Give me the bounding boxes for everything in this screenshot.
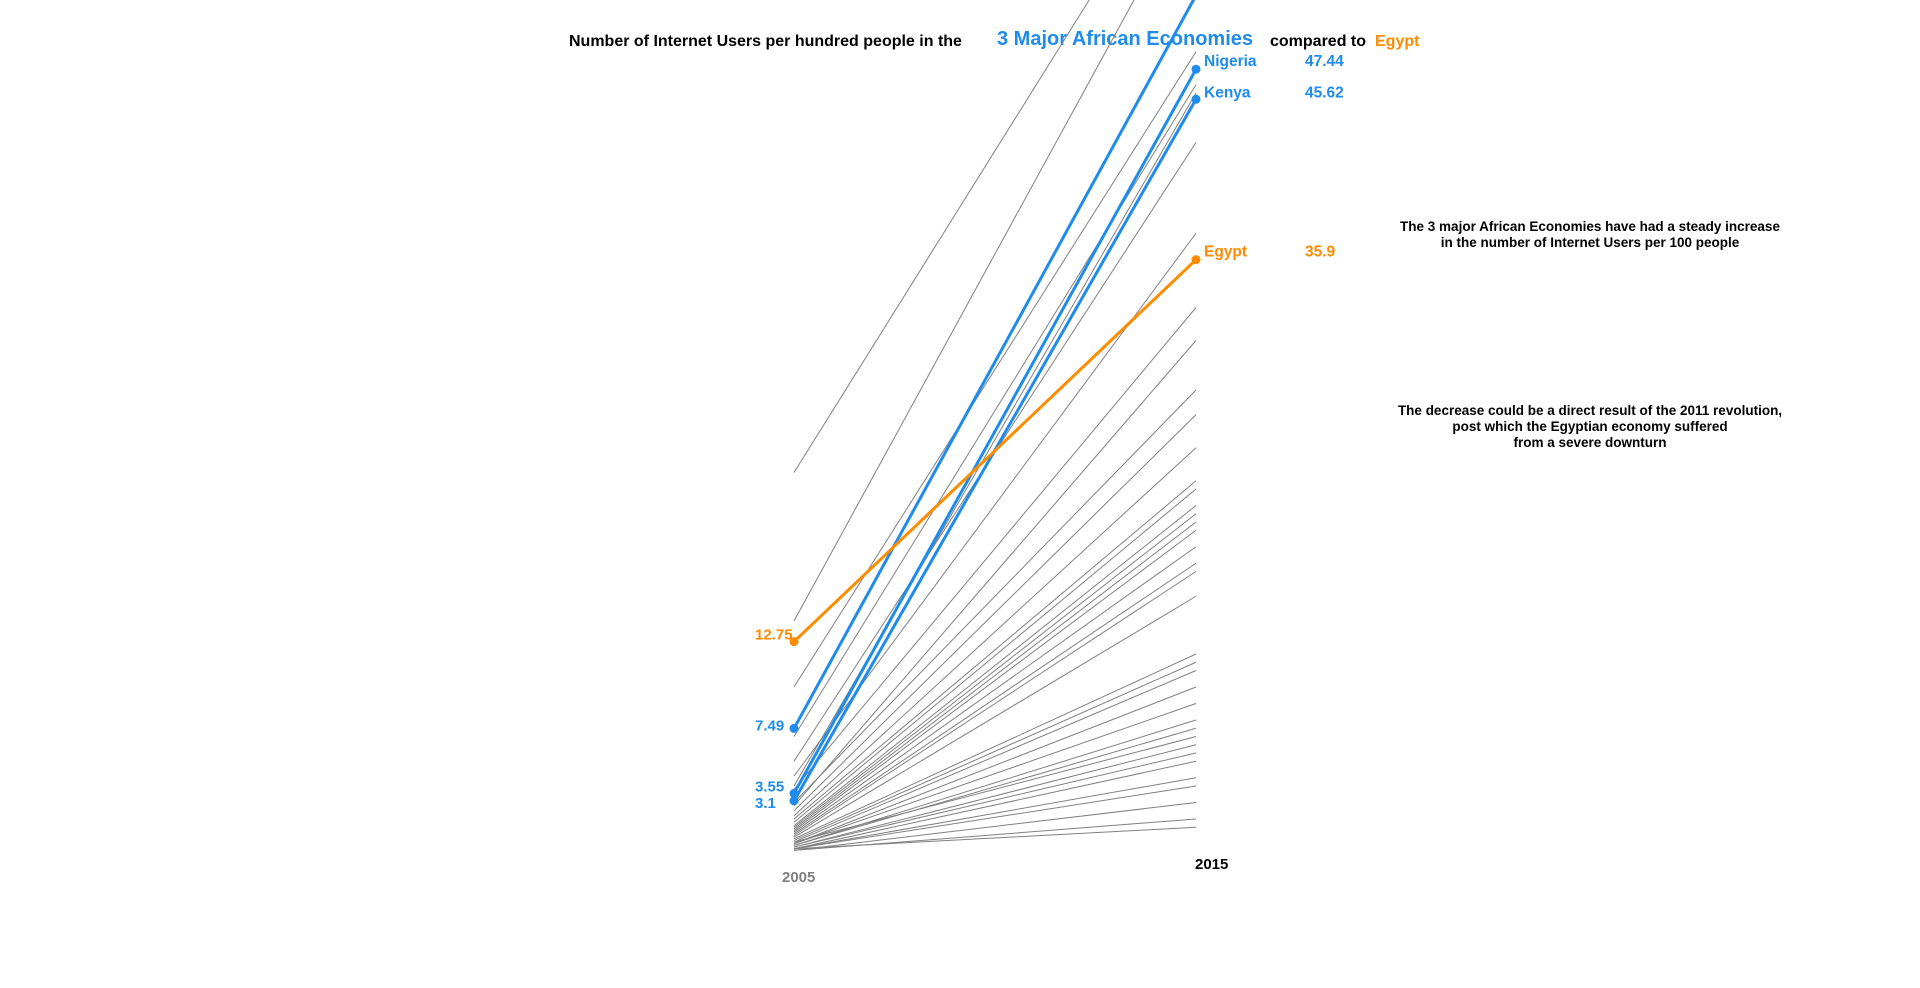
background-series-line — [793, 661, 1197, 841]
background-series-line — [793, 307, 1197, 790]
background-series-line — [793, 826, 1197, 850]
south-africa-line — [792, 0, 1196, 730]
background-series-line — [793, 529, 1197, 831]
background-series-line — [793, 414, 1197, 812]
background-series-line — [793, 595, 1197, 838]
egypt-end-point — [1191, 255, 1201, 265]
egypt-start-point — [789, 637, 799, 647]
background-series-line — [793, 752, 1197, 848]
kenya-end-point — [1191, 94, 1201, 104]
annotation-africa-line-1: The 3 major African Economies have had a… — [1400, 219, 1780, 234]
kenya-end-value-label: 45.62 — [1305, 84, 1344, 101]
background-series-line — [793, 84, 1197, 737]
nigeria-name-label: Nigeria — [1204, 53, 1257, 70]
title-part-3: compared to — [1270, 33, 1366, 50]
kenya-name-label: Kenya — [1204, 84, 1251, 101]
nigeria-line — [792, 68, 1198, 795]
background-series-line — [793, 744, 1197, 848]
background-series-line — [793, 505, 1197, 826]
background-series-line — [793, 653, 1197, 840]
background-series-line — [793, 389, 1197, 803]
annotation-egypt-line-1: The decrease could be a direct result of… — [1398, 403, 1782, 418]
egypt-end-value-label: 35.9 — [1305, 244, 1336, 261]
background-series-line — [793, 686, 1197, 845]
background-series-line — [793, 727, 1197, 846]
annotation-egypt-line-3: from a severe downturn — [1513, 435, 1666, 450]
background-series-line — [793, 562, 1197, 835]
background-series-line — [793, 0, 1090, 473]
background-series-line — [793, 513, 1197, 828]
background-series-line — [793, 340, 1197, 807]
background-series-line — [793, 760, 1197, 850]
south-africa-start-point — [789, 723, 799, 733]
x-label-2015: 2015 — [1195, 856, 1228, 873]
annotation-africa-line-2: in the number of Internet Users per 100 … — [1441, 235, 1740, 250]
title-part-1: Number of Internet Users per hundred peo… — [569, 33, 962, 50]
south-africa-start-value-label: 7.49 — [755, 717, 784, 734]
kenya-start-value-label: 3.1 — [755, 795, 776, 812]
annotation-egypt-line-2: post which the Egyptian economy suffered — [1452, 419, 1727, 434]
background-series-line — [793, 480, 1197, 820]
background-series-line — [793, 521, 1197, 830]
background-series-line — [793, 0, 1135, 622]
nigeria-start-value-label: 3.55 — [755, 778, 784, 795]
background-series-line — [793, 546, 1197, 833]
background-series-line — [793, 670, 1197, 843]
nigeria-end-point — [1191, 64, 1201, 74]
background-series-line — [793, 51, 1197, 688]
nigeria-end-value-label: 47.44 — [1305, 53, 1344, 70]
egypt-start-value-label: 12.75 — [755, 627, 793, 644]
south-africa-name-label: South Africa — [1204, 0, 1296, 1]
background-series-line — [793, 488, 1197, 823]
highlight-series-group: 7.49 South Africa 51.92 3.55 Nigeria 47.44 3.1… — [755, 0, 1344, 812]
x-label-2005: 2005 — [782, 869, 815, 886]
title-part-4: Egypt — [1375, 33, 1420, 50]
egypt-name-label: Egypt — [1204, 244, 1247, 261]
background-series-line — [793, 777, 1197, 850]
title-part-2: 3 Major African Economies — [997, 28, 1253, 50]
background-series-line — [793, 703, 1197, 845]
egypt-line — [792, 258, 1198, 643]
background-series-line — [793, 785, 1197, 850]
kenya-start-point — [789, 796, 799, 806]
background-series-line — [793, 736, 1197, 843]
background-series-group — [793, 0, 1197, 851]
background-series-line — [793, 571, 1197, 836]
south-africa-end-value-label: 51.92 — [1305, 0, 1344, 1]
background-series-line — [793, 447, 1197, 817]
background-series-line — [793, 802, 1197, 851]
